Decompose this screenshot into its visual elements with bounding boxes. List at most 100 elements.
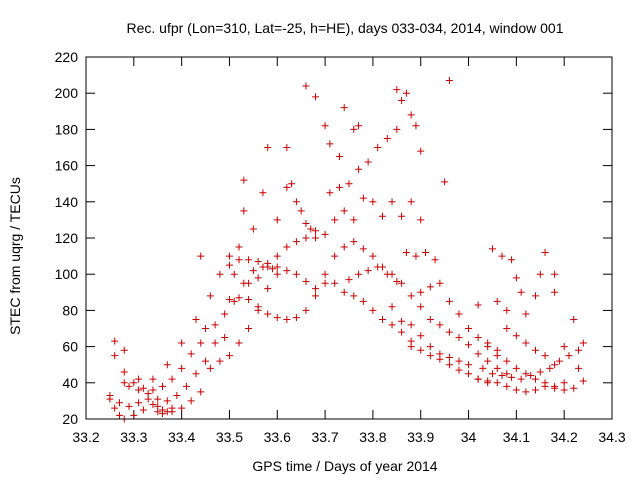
data-point (245, 279, 253, 287)
data-point (264, 263, 272, 271)
data-point (154, 395, 162, 403)
y-axis-label: STEC from uqrg / TECUs (7, 177, 23, 335)
data-point (321, 279, 329, 287)
data-point (455, 357, 463, 365)
data-point (445, 353, 453, 361)
data-point (378, 212, 386, 220)
data-point (383, 270, 391, 278)
data-point (111, 352, 119, 360)
data-point (407, 111, 415, 119)
data-point (283, 267, 291, 275)
data-point (240, 207, 248, 215)
data-point (512, 332, 520, 340)
data-point (369, 252, 377, 260)
x-tick-label: 33.7 (311, 429, 338, 445)
data-point (159, 382, 167, 390)
data-point (340, 288, 348, 296)
data-point (163, 361, 171, 369)
data-point (235, 243, 243, 251)
data-point (364, 267, 372, 275)
y-tick-label: 180 (55, 121, 79, 137)
data-point (488, 245, 496, 253)
data-point (273, 252, 281, 260)
data-point (488, 370, 496, 378)
data-point (254, 274, 262, 282)
data-point (417, 288, 425, 296)
data-point (182, 382, 190, 390)
data-point (407, 321, 415, 329)
data-point (503, 370, 511, 378)
data-point (216, 270, 224, 278)
data-point (493, 297, 501, 305)
data-point (178, 364, 186, 372)
data-point (512, 386, 520, 394)
data-point (144, 390, 152, 398)
data-point (149, 386, 157, 394)
data-point (249, 225, 257, 233)
data-point (560, 379, 568, 387)
data-point (465, 370, 473, 378)
data-point (512, 364, 520, 372)
x-tick-label: 34.2 (551, 429, 578, 445)
data-point (426, 343, 434, 351)
data-point (163, 397, 171, 405)
data-point (551, 382, 559, 390)
data-point (398, 328, 406, 336)
data-point (445, 328, 453, 336)
data-point (493, 352, 501, 360)
data-point (455, 310, 463, 318)
data-point (139, 406, 147, 414)
x-tick-label: 34.3 (598, 429, 625, 445)
data-point (484, 343, 492, 351)
data-point (254, 303, 262, 311)
y-axis-ticks: 20 40 60 80 100 120 140 160 180 200 220 (55, 49, 612, 427)
data-point (340, 207, 348, 215)
data-point (216, 357, 224, 365)
data-point (398, 96, 406, 104)
data-point (417, 147, 425, 155)
data-point (498, 252, 506, 260)
data-point (168, 404, 176, 412)
data-point (307, 225, 315, 233)
data-point (235, 256, 243, 264)
data-point (135, 375, 143, 383)
data-point (455, 334, 463, 342)
data-point (235, 339, 243, 347)
data-point (283, 144, 291, 151)
data-point (225, 352, 233, 360)
data-point (139, 384, 147, 392)
data-point (192, 315, 200, 323)
data-point (565, 352, 573, 360)
data-point (273, 263, 281, 271)
data-point (149, 401, 157, 409)
data-point (335, 153, 343, 161)
data-point (120, 346, 128, 354)
data-point (426, 283, 434, 291)
data-point (312, 93, 320, 101)
x-tick-label: 33.6 (264, 429, 291, 445)
data-point (268, 265, 276, 273)
data-point (326, 189, 334, 197)
data-point (374, 263, 382, 271)
data-point (503, 382, 511, 390)
data-point (474, 301, 482, 309)
data-point (297, 207, 305, 215)
data-point (522, 339, 530, 347)
data-point (111, 337, 119, 345)
y-tick-label: 20 (62, 411, 78, 427)
data-point (388, 198, 396, 206)
data-point (331, 279, 339, 287)
data-point (202, 357, 210, 365)
data-point (321, 122, 329, 130)
data-point (321, 270, 329, 278)
data-point (111, 404, 119, 412)
data-point (173, 391, 181, 399)
data-point (412, 252, 420, 260)
data-point (264, 285, 272, 293)
data-point (312, 227, 320, 235)
data-point (465, 325, 473, 332)
data-point (579, 377, 587, 385)
data-point (168, 375, 176, 383)
data-point (350, 125, 358, 133)
data-point (484, 357, 492, 365)
